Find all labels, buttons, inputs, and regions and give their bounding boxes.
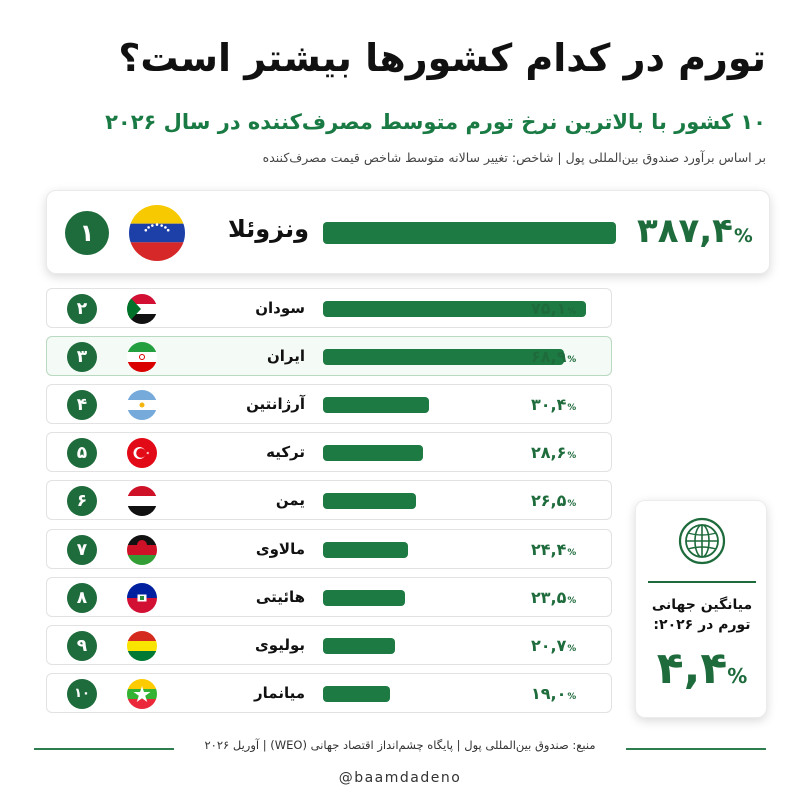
ranking-row: ۹ بولیوی ۲۰,۷% xyxy=(46,624,612,665)
malawi-flag xyxy=(127,534,157,565)
ranking-row: ۱۰ میانمار ۱۹,۰% xyxy=(46,672,612,713)
ranking-row: ۶ یمن ۲۶,۵% xyxy=(46,480,612,521)
country-name: بولیوی xyxy=(255,635,305,654)
average-separator xyxy=(648,581,756,583)
country-name: مالاوی xyxy=(255,539,305,558)
rank-badge: ۲ xyxy=(67,294,97,324)
rank-badge: ۶ xyxy=(67,486,97,517)
source-note: منبع: صندوق بین‌المللی پول | پایگاه چشم‌… xyxy=(204,738,596,752)
rank-badge: ۴ xyxy=(67,390,97,421)
value-unit: % xyxy=(567,595,577,606)
value-label: ۳۸۷,۴% xyxy=(637,211,753,251)
average-number: ۴,۴ xyxy=(656,643,728,694)
value-label: ۲۳,۵% xyxy=(531,588,576,607)
value-unit: % xyxy=(567,643,577,654)
haiti-flag xyxy=(127,582,157,613)
page-title: تورم در کدام کشورها بیشتر است؟ xyxy=(118,36,766,80)
value-label: ۶۸,۹% xyxy=(531,347,576,366)
value-unit: % xyxy=(567,403,577,414)
iran-flag xyxy=(127,342,157,373)
country-name: میانمار xyxy=(254,683,305,702)
value-unit: % xyxy=(567,307,577,317)
value-number: ۲۰,۷ xyxy=(531,635,567,655)
argentina-flag xyxy=(127,390,157,421)
value-bar xyxy=(323,493,416,510)
country-name: سودان xyxy=(255,299,305,317)
rank-badge: ۸ xyxy=(67,582,97,613)
ranking-row: ۸ هائیتی ۲۳,۵% xyxy=(46,576,612,617)
value-label: ۲۰,۷% xyxy=(531,636,576,655)
ranking-row: ۵ ترکیه ۲۸,۶% xyxy=(46,432,612,473)
turkey-flag xyxy=(127,438,157,469)
value-bar xyxy=(323,685,390,702)
rank-badge: ۳ xyxy=(67,342,97,373)
value-label: ۷۵,۱% xyxy=(531,299,576,318)
ranking-row: ۲ سودان ۷۵,۱% xyxy=(46,288,612,328)
value-number: ۷۵,۱ xyxy=(531,299,567,318)
value-label: ۱۹,۰% xyxy=(531,684,576,703)
ranking-row: ۳ ایران ۶۸,۹% xyxy=(46,336,612,377)
value-number: ۲۳,۵ xyxy=(531,587,567,607)
value-label: ۳۰,۴% xyxy=(531,395,576,414)
footer-rule-left xyxy=(34,748,174,750)
value-bar xyxy=(323,445,424,462)
bolivia-flag xyxy=(127,630,157,661)
venezuela-flag xyxy=(129,205,185,261)
value-unit: % xyxy=(567,451,577,462)
account-handle: @baamdadeno xyxy=(338,770,462,786)
value-unit: % xyxy=(733,226,753,247)
country-name: هائیتی xyxy=(255,587,305,606)
value-unit: % xyxy=(567,547,577,558)
value-label: ۲۶,۵% xyxy=(531,491,576,510)
value-number: ۶۸,۹ xyxy=(531,347,567,367)
rank-badge: ۱۰ xyxy=(67,678,97,709)
value-bar xyxy=(323,222,616,244)
value-bar xyxy=(323,541,409,558)
value-bar xyxy=(323,589,406,606)
rank-badge: ۹ xyxy=(67,630,97,661)
value-label: ۲۴,۴% xyxy=(531,540,576,559)
global-average-card: میانگین جهانی تورم در ۲۰۲۶: ۴,۴% xyxy=(635,500,767,718)
globe-icon xyxy=(678,517,726,565)
rank-badge: ۵ xyxy=(67,438,97,469)
methodology-note: بر اساس برآورد صندوق بین‌المللی پول | شا… xyxy=(262,150,766,165)
ranking-row: ۱ ونزوئلا ۳۸۷,۴% xyxy=(46,190,770,274)
sudan-flag xyxy=(127,294,157,324)
average-label-line1: میانگین جهانی xyxy=(651,597,753,613)
value-number: ۲۴,۴ xyxy=(531,539,567,559)
value-number: ۳۰,۴ xyxy=(531,395,567,415)
value-number: ۲۸,۶ xyxy=(531,443,567,463)
value-number: ۲۶,۵ xyxy=(531,491,567,511)
value-number: ۳۸۷,۴ xyxy=(637,211,733,251)
footer-rule-right xyxy=(626,748,766,750)
average-unit: % xyxy=(727,664,748,688)
country-name: ترکیه xyxy=(266,443,305,462)
value-unit: % xyxy=(567,499,577,510)
ranking-row: ۷ مالاوی ۲۴,۴% xyxy=(46,528,612,569)
country-name: آرژانتین xyxy=(246,395,305,414)
average-value: ۴,۴% xyxy=(636,643,768,694)
value-number: ۱۹,۰ xyxy=(531,683,567,703)
average-label-line2: تورم در ۲۰۲۶: xyxy=(653,617,751,634)
ranking-row: ۴ آرژانتین ۳۰,۴% xyxy=(46,384,612,425)
value-unit: % xyxy=(567,691,577,702)
value-unit: % xyxy=(567,355,577,366)
yemen-flag xyxy=(127,486,157,517)
country-name: ونزوئلا xyxy=(227,215,309,243)
country-name: ایران xyxy=(266,347,305,366)
value-bar xyxy=(323,637,396,654)
country-name: یمن xyxy=(275,491,305,510)
rank-badge: ۷ xyxy=(67,534,97,565)
value-label: ۲۸,۶% xyxy=(531,443,576,462)
average-label: میانگین جهانی تورم در ۲۰۲۶: xyxy=(642,595,762,636)
page-subtitle: ۱۰ کشور با بالاترین نرخ تورم متوسط مصرف‌… xyxy=(105,110,766,134)
rank-badge: ۱ xyxy=(65,211,109,255)
value-bar xyxy=(323,349,565,366)
value-bar xyxy=(323,301,586,317)
myanmar-flag xyxy=(127,678,157,709)
value-bar xyxy=(323,397,430,414)
